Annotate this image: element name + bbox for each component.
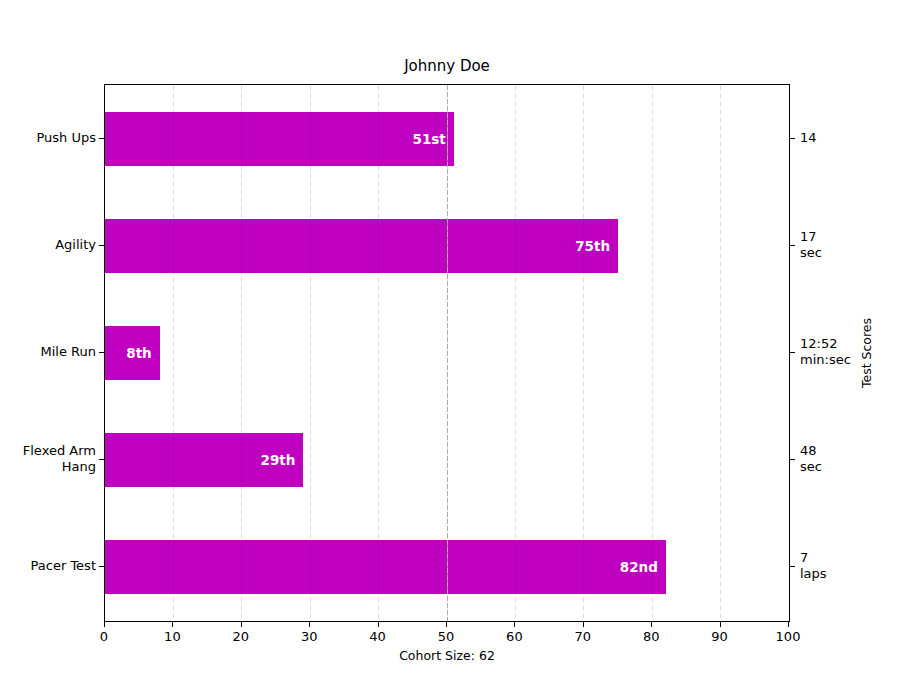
gridline-80	[652, 85, 653, 621]
y-tick-right	[790, 245, 795, 246]
x-tick-30	[309, 622, 310, 627]
x-tick-label-10: 10	[164, 629, 181, 644]
x-tick-label-50: 50	[438, 629, 455, 644]
x-tick-100	[788, 622, 789, 627]
x-tick-label-0: 0	[100, 629, 108, 644]
x-tick-80	[651, 622, 652, 627]
gridline-20	[241, 85, 242, 621]
gridline-10	[173, 85, 174, 621]
category-label-pacer-test: Pacer Test	[31, 558, 96, 574]
gridline-40	[378, 85, 379, 621]
plot-area: 51st 75th 8th 29th 82nd	[104, 84, 790, 622]
bar-value-label: 75th	[575, 238, 618, 254]
category-label-push-ups: Push Ups	[36, 130, 96, 146]
bar-value-label: 29th	[261, 452, 304, 468]
y-tick-left	[99, 245, 104, 246]
right-axis-title: Test Scores	[859, 318, 874, 388]
y-tick-right	[790, 138, 795, 139]
gridline-70	[583, 85, 584, 621]
y-tick-right	[790, 566, 795, 567]
x-tick-label-20: 20	[233, 629, 250, 644]
median-line	[447, 85, 448, 621]
x-tick-label-40: 40	[369, 629, 386, 644]
x-tick-20	[241, 622, 242, 627]
y-tick-left	[99, 138, 104, 139]
bar-value-label: 8th	[126, 345, 159, 361]
x-tick-70	[583, 622, 584, 627]
y-tick-right	[790, 459, 795, 460]
x-tick-label-30: 30	[301, 629, 318, 644]
gridline-30	[310, 85, 311, 621]
figure: Johnny Doe 51st 75th 8th 29th 82nd Push Ups A…	[0, 0, 900, 700]
y-axis-labels: Push Ups Agility Mile Run Flexed Arm Hang Pa…	[0, 84, 96, 622]
x-tick-0	[104, 622, 105, 627]
bar-flexed-arm-hang: 29th	[105, 433, 303, 487]
bar-agility: 75th	[105, 219, 618, 273]
category-label-flexed-arm-hang: Flexed Arm Hang	[23, 443, 96, 475]
chart-title: Johnny Doe	[104, 56, 790, 76]
y-tick-left	[99, 566, 104, 567]
x-axis-label: Cohort Size: 62	[104, 648, 790, 663]
bar-pacer-test: 82nd	[105, 540, 666, 594]
bar-value-label: 82nd	[620, 559, 666, 575]
y-tick-left	[99, 459, 104, 460]
score-label-mile-run: 12:52 min:sec	[800, 336, 851, 368]
category-label-agility: Agility	[55, 237, 96, 253]
x-tick-label-60: 60	[506, 629, 523, 644]
bar-mile-run: 8th	[105, 326, 160, 380]
score-label-push-ups: 14	[800, 130, 817, 146]
x-tick-label-70: 70	[575, 629, 592, 644]
x-tick-90	[720, 622, 721, 627]
x-tick-label-80: 80	[643, 629, 660, 644]
score-label-agility: 17 sec	[800, 229, 822, 261]
score-label-flexed-arm-hang: 48 sec	[800, 443, 822, 475]
x-tick-10	[172, 622, 173, 627]
category-label-mile-run: Mile Run	[41, 344, 97, 360]
gridline-90	[720, 85, 721, 621]
bar-value-label: 51st	[413, 131, 454, 147]
x-tick-40	[378, 622, 379, 627]
bar-push-ups: 51st	[105, 112, 454, 166]
x-tick-60	[514, 622, 515, 627]
score-label-pacer-test: 7 laps	[800, 550, 827, 582]
gridline-60	[515, 85, 516, 621]
x-tick-50	[446, 622, 447, 627]
y-tick-left	[99, 352, 104, 353]
x-tick-label-100: 100	[776, 629, 801, 644]
y-tick-right	[790, 352, 795, 353]
x-tick-label-90: 90	[711, 629, 728, 644]
